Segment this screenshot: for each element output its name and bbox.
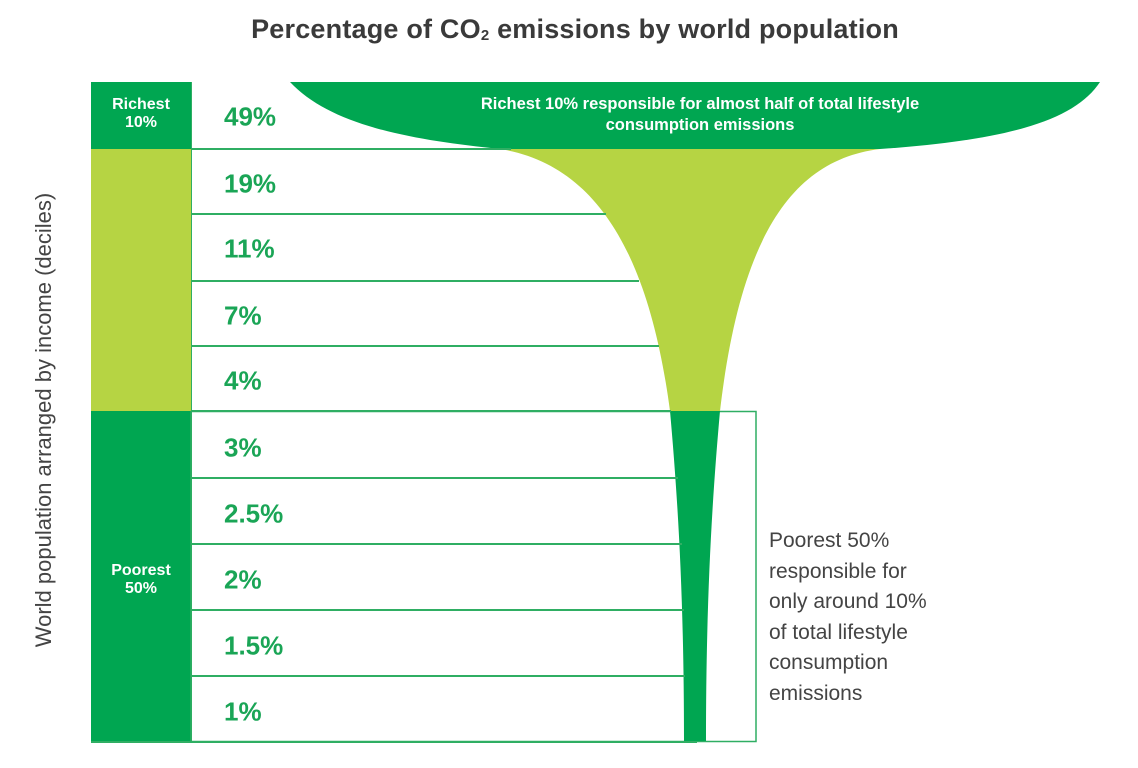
row-divider [191,675,685,677]
row-divider [191,280,639,282]
poorest-annotation: Poorest 50% responsible for only around … [769,529,927,705]
row-divider [191,345,659,347]
poorest-group-block: Poorest 50% [91,411,191,742]
chart-title: Percentage of CO2 emissions by world pop… [251,14,899,44]
decile-percentage: 3% [224,432,262,463]
decile-percentage: 1.5% [224,630,284,661]
row-divider [191,148,511,150]
decile-percentage: 11% [224,233,275,264]
row-divider [191,477,678,479]
row-divider [191,543,682,545]
middle-group-block [91,149,191,411]
row-divider [191,609,684,611]
decile-percentage: 2.5% [224,498,284,529]
decile-percentage: 1% [224,696,262,727]
row-divider [191,410,671,412]
decile-percentage: 7% [224,300,262,331]
poorest-group-label: Poorest 50% [111,562,171,597]
richest-group-block: Richest 10% [91,82,191,149]
decile-percentage: 4% [224,365,262,396]
row-divider [191,213,606,215]
decile-percentage: 19% [224,168,277,199]
decile-percentage: 49% [224,101,277,132]
richest-annotation: Richest 10% responsible for almost half … [480,95,920,134]
decile-percentage: 2% [224,564,262,595]
richest-group-label: Richest 10% [112,96,170,131]
